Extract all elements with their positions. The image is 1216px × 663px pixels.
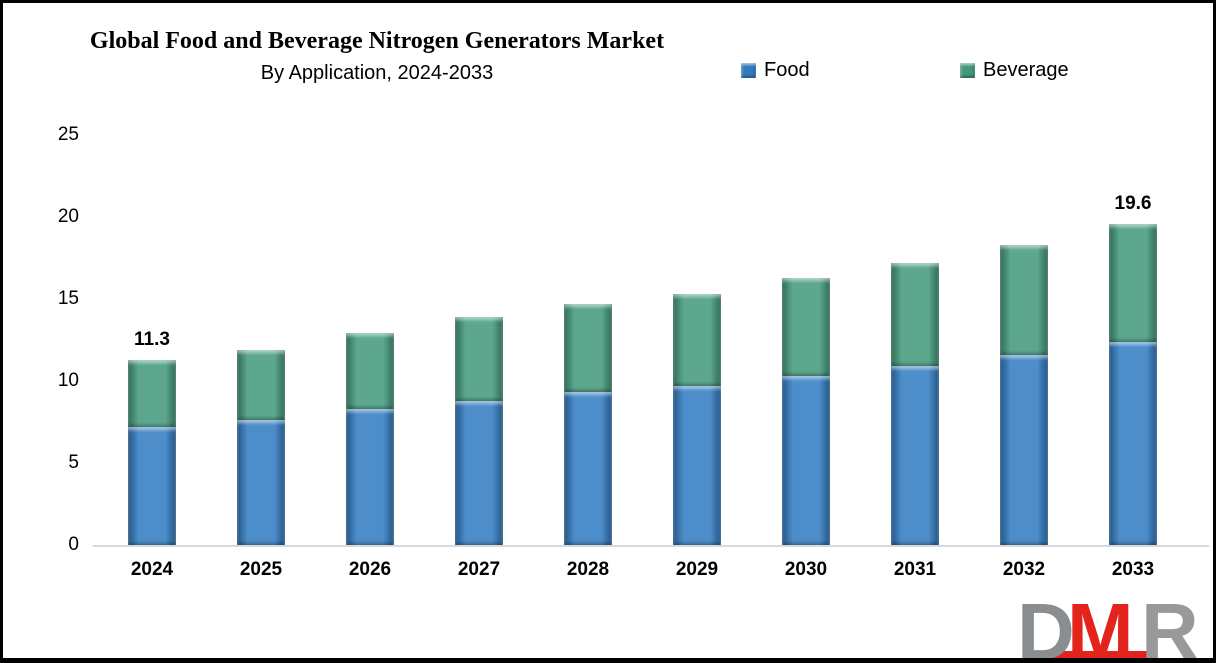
logo-letter-r: R: [1141, 587, 1199, 663]
plot-area: 0 5 10 15 20 25 2024 2025 2026 2027 2028 2029 2030 20…: [3, 3, 1213, 658]
bar-segment-food-2025: [237, 420, 285, 545]
data-label-2024: 11.3: [134, 328, 170, 350]
legend-item-food: Food: [741, 59, 810, 82]
beverage-legend-swatch-icon: [960, 63, 975, 78]
x-axis-label-2032: 2032: [1002, 559, 1046, 580]
legend-item-beverage: Beverage: [960, 59, 1069, 82]
title-block: Global Food and Beverage Nitrogen Genera…: [3, 27, 751, 85]
y-axis-tick-label: 10: [57, 370, 79, 391]
bar-segment-food-2033: [1109, 341, 1157, 545]
x-axis-label-2025: 2025: [239, 559, 283, 580]
logo-letter-d: D: [1017, 587, 1075, 663]
data-label-2033: 19.6: [1114, 192, 1152, 214]
y-axis-tick-label: 0: [68, 534, 79, 555]
bar-segment-beverage-2027: [455, 317, 503, 401]
bar-segment-beverage-2024: [128, 359, 176, 427]
chart-title: Global Food and Beverage Nitrogen Genera…: [89, 28, 665, 54]
y-axis-tick-label: 15: [57, 288, 79, 309]
y-axis-tick-label: 20: [57, 206, 79, 227]
bar-segment-beverage-2030: [782, 277, 830, 377]
x-axis-label-2029: 2029: [675, 559, 719, 580]
bar-segment-beverage-2026: [346, 333, 394, 409]
bar-segment-food-2027: [455, 400, 503, 545]
bar-segment-beverage-2028: [564, 303, 612, 393]
x-axis-label-2026: 2026: [348, 559, 392, 580]
bar-segment-food-2032: [1000, 354, 1048, 545]
x-axis-line: [93, 545, 1209, 547]
bar-segment-beverage-2033: [1109, 223, 1157, 342]
logo-underline: [1027, 651, 1149, 658]
bar-segment-food-2031: [891, 366, 939, 545]
bar-segment-food-2029: [673, 385, 721, 545]
bar-segment-beverage-2032: [1000, 244, 1048, 355]
dmr-logo: D M R: [1017, 592, 1209, 658]
x-axis-label-2027: 2027: [457, 559, 501, 580]
x-axis-label-2033: 2033: [1111, 559, 1155, 580]
bar-segment-beverage-2031: [891, 262, 939, 367]
chart-subtitle: By Application, 2024-2033: [260, 61, 494, 84]
y-axis-tick-label: 5: [68, 452, 79, 473]
bar-segment-beverage-2025: [237, 349, 285, 421]
x-axis-label-2031: 2031: [893, 559, 937, 580]
logo-letter-m: M: [1067, 587, 1134, 663]
bar-segment-food-2026: [346, 408, 394, 545]
x-axis-label-2024: 2024: [130, 559, 174, 580]
x-axis-label-2030: 2030: [784, 559, 828, 580]
legend-label-food: Food: [764, 59, 810, 81]
bar-segment-food-2024: [128, 426, 176, 545]
bar-segment-food-2030: [782, 376, 830, 545]
y-axis-tick-label: 25: [57, 124, 79, 145]
legend-label-beverage: Beverage: [983, 59, 1069, 81]
x-axis-label-2028: 2028: [566, 559, 610, 580]
food-legend-swatch-icon: [741, 63, 756, 78]
bar-segment-beverage-2029: [673, 294, 721, 386]
bar-segment-food-2028: [564, 392, 612, 545]
